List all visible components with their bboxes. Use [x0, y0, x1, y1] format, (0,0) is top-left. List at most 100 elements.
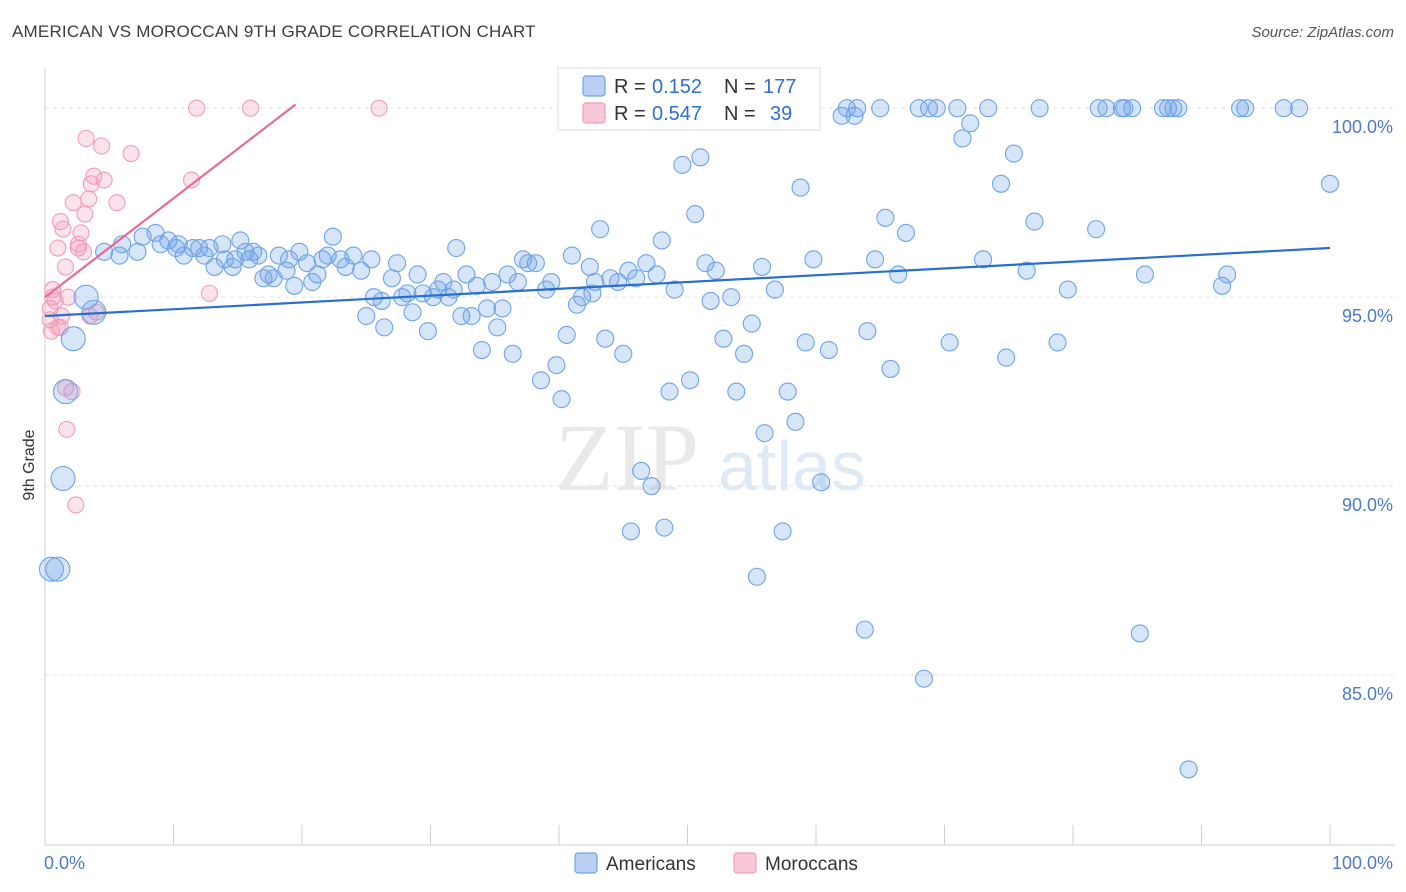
moroccans-point: [46, 292, 64, 310]
americans-legend-label: Americans: [606, 854, 696, 875]
americans-point: [1115, 99, 1134, 118]
americans-point: [483, 272, 502, 292]
americans-point: [1169, 99, 1188, 118]
americans-point: [1058, 280, 1077, 299]
americans-point: [991, 174, 1011, 193]
americans-point: [627, 269, 646, 288]
americans-legend-swatch: [582, 75, 606, 97]
americans-point: [681, 371, 700, 390]
moroccans-trend-line: [44, 103, 297, 299]
americans-point: [269, 246, 288, 265]
americans-point: [876, 208, 895, 227]
trend-lines: [44, 103, 1331, 318]
americans-r-value: 0.152: [652, 76, 702, 98]
americans-point: [45, 556, 71, 582]
americans-point: [398, 284, 417, 303]
americans-point: [477, 299, 497, 318]
moroccans-point: [242, 99, 260, 117]
americans-point: [1320, 174, 1340, 193]
americans-point: [1231, 99, 1250, 118]
americans-point: [362, 250, 381, 269]
americans-point: [344, 246, 363, 265]
americans-point: [60, 326, 86, 352]
moroccans-point: [59, 288, 77, 306]
stats-legend: R = 0.152 N = 177 R = 0.547 N = 39: [557, 67, 821, 131]
americans-point: [457, 265, 476, 284]
americans-point: [812, 473, 831, 492]
americans-point: [673, 155, 692, 174]
americans-point: [526, 254, 545, 273]
americans-point: [909, 99, 928, 118]
americans-trend-line: [44, 246, 1331, 318]
americans-point: [961, 114, 980, 133]
americans-point: [889, 265, 908, 284]
americans-point: [858, 322, 877, 341]
americans-point: [1087, 220, 1106, 239]
americans-point: [920, 99, 939, 118]
y-axis-label: 9th Grade: [21, 429, 38, 500]
moroccans-point: [57, 258, 75, 276]
moroccans-point: [85, 167, 103, 185]
americans-point: [580, 257, 599, 276]
americans-point: [413, 284, 432, 303]
americans-point: [755, 424, 774, 443]
americans-point: [686, 204, 705, 224]
americans-point: [804, 250, 823, 269]
americans-point: [1236, 99, 1255, 118]
americans-point: [1089, 99, 1108, 118]
americans-point: [557, 325, 576, 344]
americans-point: [655, 518, 674, 537]
americans-point: [1159, 99, 1178, 118]
americans-point: [632, 461, 651, 480]
americans-point: [372, 291, 391, 310]
americans-point: [1135, 265, 1155, 284]
americans-n-label: N =: [724, 76, 756, 98]
americans-point: [652, 231, 671, 250]
moroccans-n-value: 39: [770, 103, 792, 125]
moroccans-point: [77, 129, 95, 148]
americans-point: [73, 284, 99, 310]
americans-point: [591, 220, 610, 239]
tick-labels: 85.0% 90.0% 95.0% 100.0% 0.0% 100.0%: [44, 117, 1393, 873]
americans-bottom-swatch: [574, 852, 598, 874]
americans-point: [714, 329, 733, 348]
americans-point: [1290, 99, 1309, 118]
americans-point: [997, 348, 1016, 367]
moroccans-point: [75, 243, 93, 261]
americans-point: [215, 250, 234, 269]
moroccans-r-label: R =: [614, 103, 646, 125]
americans-point: [1213, 276, 1232, 295]
moroccans-bottom-swatch: [733, 852, 757, 874]
series-legend: Americans Moroccans: [574, 852, 858, 875]
americans-point: [382, 269, 402, 288]
moroccans-point: [95, 171, 113, 189]
americans-point: [791, 178, 810, 197]
americans-point: [388, 254, 407, 273]
americans-point: [1123, 99, 1142, 118]
y-tick-label: 85.0%: [1342, 684, 1393, 704]
americans-point: [727, 382, 746, 401]
americans-point: [734, 344, 754, 363]
americans-point: [308, 265, 327, 284]
americans-point: [452, 306, 471, 326]
moroccans-point: [49, 239, 67, 257]
americans-point: [285, 276, 304, 295]
americans-point: [375, 318, 394, 337]
moroccans-r-value: 0.547: [652, 103, 702, 125]
americans-point: [493, 299, 512, 318]
americans-point: [696, 254, 715, 273]
americans-point: [855, 620, 874, 639]
moroccans-legend-swatch: [582, 102, 606, 124]
x-tick-label-min: 0.0%: [44, 853, 85, 873]
americans-point: [519, 254, 538, 273]
americans-point: [619, 261, 638, 280]
americans-point: [927, 99, 946, 118]
americans-point: [1017, 261, 1036, 280]
americans-point: [542, 272, 561, 292]
americans-point: [472, 340, 491, 360]
americans-point: [323, 227, 342, 246]
americans-point: [691, 148, 710, 167]
y-tick-label: 95.0%: [1342, 306, 1393, 326]
americans-point: [403, 303, 422, 322]
americans-point: [357, 306, 376, 326]
